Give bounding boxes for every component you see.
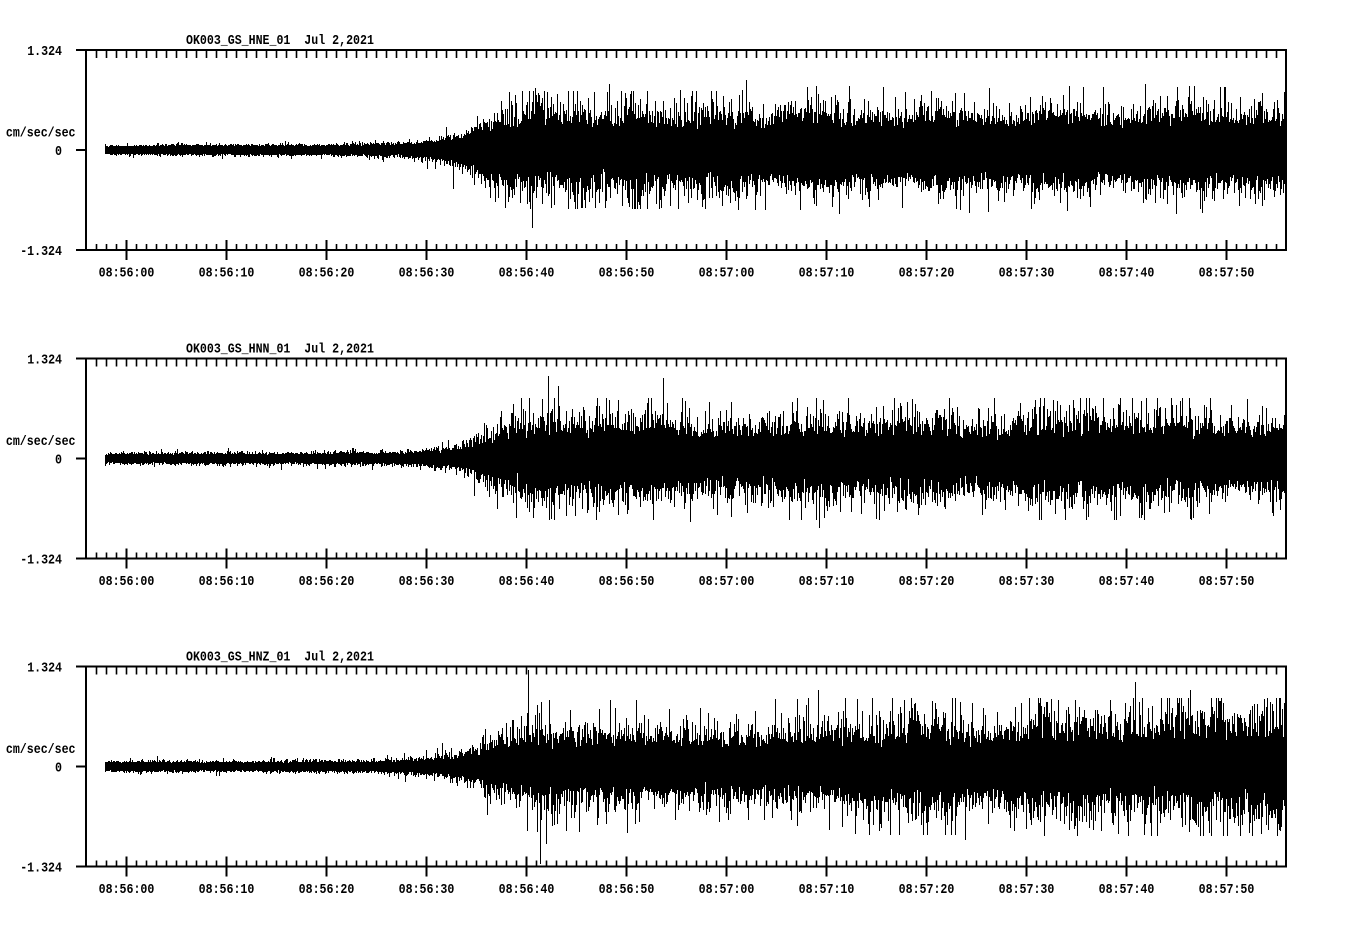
svg-text:08:56:10: 08:56:10	[199, 266, 255, 282]
svg-text:0: 0	[55, 452, 62, 468]
svg-text:08:57:50: 08:57:50	[1199, 574, 1255, 590]
svg-text:08:56:20: 08:56:20	[299, 882, 355, 898]
svg-text:08:57:50: 08:57:50	[1199, 882, 1255, 898]
svg-text:08:56:00: 08:56:00	[99, 574, 155, 590]
svg-text:08:56:20: 08:56:20	[299, 574, 355, 590]
svg-text:-1.324: -1.324	[20, 860, 62, 876]
svg-text:08:56:50: 08:56:50	[599, 574, 655, 590]
svg-text:1.324: 1.324	[27, 660, 62, 676]
svg-text:08:57:40: 08:57:40	[1099, 266, 1155, 282]
svg-text:08:57:30: 08:57:30	[999, 574, 1055, 590]
svg-text:08:56:10: 08:56:10	[199, 574, 255, 590]
svg-text:08:57:30: 08:57:30	[999, 882, 1055, 898]
svg-text:08:56:30: 08:56:30	[399, 574, 455, 590]
svg-text:OK003_GS_HNN_01 Jul 2,2021: OK003_GS_HNN_01 Jul 2,2021	[186, 342, 374, 358]
svg-text:08:56:30: 08:56:30	[399, 882, 455, 898]
svg-text:0: 0	[55, 144, 62, 160]
svg-text:08:57:10: 08:57:10	[799, 574, 855, 590]
svg-text:08:56:10: 08:56:10	[199, 882, 255, 898]
svg-text:08:57:10: 08:57:10	[799, 266, 855, 282]
svg-text:08:56:00: 08:56:00	[99, 882, 155, 898]
svg-text:OK003_GS_HNE_01 Jul 2,2021: OK003_GS_HNE_01 Jul 2,2021	[186, 33, 374, 49]
svg-text:08:57:00: 08:57:00	[699, 266, 755, 282]
svg-text:1.324: 1.324	[27, 352, 62, 368]
svg-text:08:57:50: 08:57:50	[1199, 266, 1255, 282]
svg-text:08:57:00: 08:57:00	[699, 882, 755, 898]
svg-text:1.324: 1.324	[27, 44, 62, 60]
svg-text:08:56:40: 08:56:40	[499, 882, 555, 898]
svg-text:08:57:20: 08:57:20	[899, 882, 955, 898]
svg-text:08:56:50: 08:56:50	[599, 266, 655, 282]
svg-text:OK003_GS_HNZ_01 Jul 2,2021: OK003_GS_HNZ_01 Jul 2,2021	[186, 650, 374, 666]
svg-text:08:56:50: 08:56:50	[599, 882, 655, 898]
svg-text:cm/sec/sec: cm/sec/sec	[6, 742, 76, 758]
svg-text:08:57:20: 08:57:20	[899, 266, 955, 282]
svg-text:08:56:40: 08:56:40	[499, 266, 555, 282]
svg-text:0: 0	[55, 760, 62, 776]
svg-text:08:57:40: 08:57:40	[1099, 882, 1155, 898]
svg-text:cm/sec/sec: cm/sec/sec	[6, 434, 76, 450]
svg-text:08:56:00: 08:56:00	[99, 266, 155, 282]
svg-text:08:56:20: 08:56:20	[299, 266, 355, 282]
svg-text:08:57:20: 08:57:20	[899, 574, 955, 590]
svg-text:08:56:30: 08:56:30	[399, 266, 455, 282]
svg-text:08:57:10: 08:57:10	[799, 882, 855, 898]
svg-text:08:56:40: 08:56:40	[499, 574, 555, 590]
svg-text:08:57:30: 08:57:30	[999, 266, 1055, 282]
svg-text:cm/sec/sec: cm/sec/sec	[6, 126, 76, 142]
svg-text:08:57:00: 08:57:00	[699, 574, 755, 590]
svg-text:08:57:40: 08:57:40	[1099, 574, 1155, 590]
svg-text:-1.324: -1.324	[20, 244, 62, 260]
svg-text:-1.324: -1.324	[20, 552, 62, 568]
